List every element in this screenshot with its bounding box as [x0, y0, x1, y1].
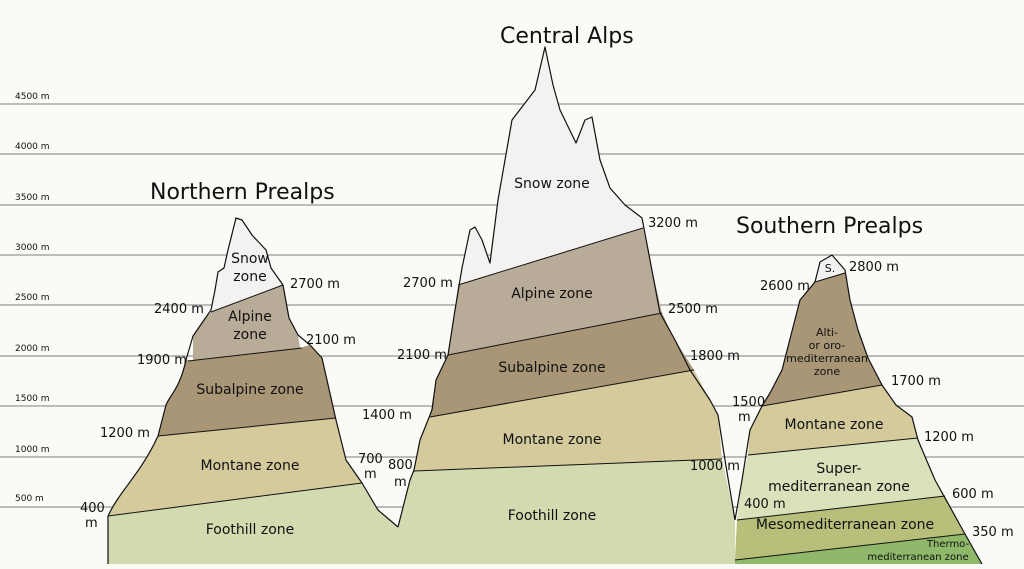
north-label-2700: 2700 m: [290, 277, 340, 292]
south-zone-thermomed-2: mediterranean zone: [867, 552, 968, 563]
north-zone-subalpine: Subalpine zone: [196, 382, 303, 398]
north-label-400b: m: [85, 516, 98, 531]
south-border-400-600: [736, 495, 946, 521]
central-label-2700: 2700 m: [403, 276, 453, 291]
axis-label-3000: 3000 m: [15, 243, 50, 253]
north-label-700b: m: [364, 467, 377, 482]
south-label-1700: 1700 m: [891, 374, 941, 389]
south-zone-oro-1: Alti-: [816, 326, 838, 339]
central-label-800a: 800: [388, 458, 413, 473]
north-zone-alpine-1: Alpine: [228, 309, 272, 325]
south-label-2600: 2600 m: [760, 279, 810, 294]
south-outline: [734, 254, 983, 565]
central-border-2700-3200: [457, 227, 644, 286]
axis-label-1000: 1000 m: [15, 445, 50, 455]
north-title: Northern Prealps: [150, 180, 335, 205]
central-zone-subalpine: Subalpine zone: [498, 360, 605, 376]
central-subalpine-band: [430, 313, 694, 417]
central-zone-foothill: Foothill zone: [508, 508, 597, 524]
south-label-600: 600 m: [952, 487, 994, 502]
south-label-1500a: 1500: [732, 395, 765, 410]
south-border-2600-2800: [814, 272, 846, 283]
central-label-3200: 3200 m: [648, 216, 698, 231]
south-oro-band: [762, 273, 882, 406]
north-label-2400: 2400 m: [154, 302, 204, 317]
south-border-350: [734, 533, 966, 561]
central-border-2100-2500: [447, 312, 663, 356]
south-label-400: 400 m: [744, 497, 786, 512]
south-montane-band: [748, 385, 918, 455]
central-label-2500: 2500 m: [668, 302, 718, 317]
central-title: Central Alps: [500, 24, 634, 49]
south-border-1200: [747, 437, 919, 456]
axis-label-4000: 4000 m: [15, 142, 50, 152]
north-zone-snow-2: zone: [233, 269, 266, 285]
central-zone-alpine: Alpine zone: [511, 286, 593, 302]
south-mesomed-band: [735, 496, 965, 560]
north-zone-foothill: Foothill zone: [206, 522, 295, 538]
south-zone-oro-2: or oro-: [809, 339, 846, 352]
north-label-1200: 1200 m: [100, 426, 150, 441]
south-zone-thermomed-1: Thermo-: [926, 539, 970, 550]
north-border-2400-2700: [210, 284, 284, 313]
central-border-800-1000: [413, 458, 723, 472]
south-title: Southern Prealps: [736, 214, 923, 239]
axis-label-4500: 4500 m: [15, 92, 50, 102]
south-label-2800: 2800 m: [849, 260, 899, 275]
central-border-1400-1800: [429, 369, 695, 418]
north-label-1400: 1400 m: [362, 408, 412, 423]
central-zone-montane: Montane zone: [503, 432, 602, 448]
south-zone-mesomed: Mesomediterranean zone: [756, 517, 934, 533]
south-zone-montane: Montane zone: [785, 417, 884, 433]
central-label-1800: 1800 m: [690, 349, 740, 364]
north-montane-band: [108, 418, 362, 516]
north-label-700a: 700: [358, 452, 383, 467]
central-zone-snow: Snow zone: [514, 176, 590, 192]
south-zone-oro-4: zone: [814, 365, 840, 378]
central-label-800b: m: [394, 475, 407, 490]
axis-label-1500: 1500 m: [15, 394, 50, 404]
axis-label-2000: 2000 m: [15, 344, 50, 354]
north-label-2100: 2100 m: [306, 333, 356, 348]
north-subalpine-band: [158, 345, 336, 436]
central-foothill-band: [398, 459, 735, 564]
central-outline: [397, 46, 736, 528]
north-alpine-band: [193, 285, 300, 361]
northern-prealps: Northern Prealps Snow zone Alpine zone S…: [80, 180, 412, 564]
south-zone-supermed-2: mediterranean zone: [768, 479, 910, 495]
north-zone-snow-1: Snow: [231, 251, 269, 267]
north-snow-band: [211, 218, 283, 312]
north-outline: [107, 217, 399, 564]
south-border-1500-1700: [761, 384, 883, 407]
south-label-1500b: m: [738, 410, 751, 425]
axis-label-500: 500 m: [15, 494, 44, 504]
south-supermed-band: [737, 438, 945, 520]
central-alps: Central Alps Snow zone Alpine zone Subal…: [388, 24, 740, 564]
north-border-700: [107, 482, 363, 517]
central-snow-band: [458, 47, 643, 285]
north-zone-alpine-2: zone: [233, 327, 266, 343]
north-label-400a: 400: [80, 501, 105, 516]
south-zone-supermed-1: Super-: [816, 461, 861, 477]
axis-label-3500: 3500 m: [15, 193, 50, 203]
north-zone-montane: Montane zone: [201, 458, 300, 474]
central-label-2100: 2100 m: [397, 348, 447, 363]
north-foothill-band: [108, 483, 398, 564]
north-label-1900: 1900 m: [137, 353, 187, 368]
central-montane-band: [414, 370, 722, 471]
axis-label-2500: 2500 m: [15, 293, 50, 303]
southern-prealps: Southern Prealps S. Alti- or oro- medite…: [732, 214, 1014, 565]
north-border-1900-2100: [187, 347, 303, 362]
south-label-350: 350 m: [972, 525, 1014, 540]
south-thermomed-band: [735, 534, 982, 564]
south-label-1200: 1200 m: [924, 430, 974, 445]
north-border-1200-1400: [157, 417, 337, 437]
south-zone-snow: S.: [825, 262, 835, 275]
central-label-1000: 1000 m: [690, 459, 740, 474]
south-zone-oro-3: mediterranean: [786, 352, 868, 365]
